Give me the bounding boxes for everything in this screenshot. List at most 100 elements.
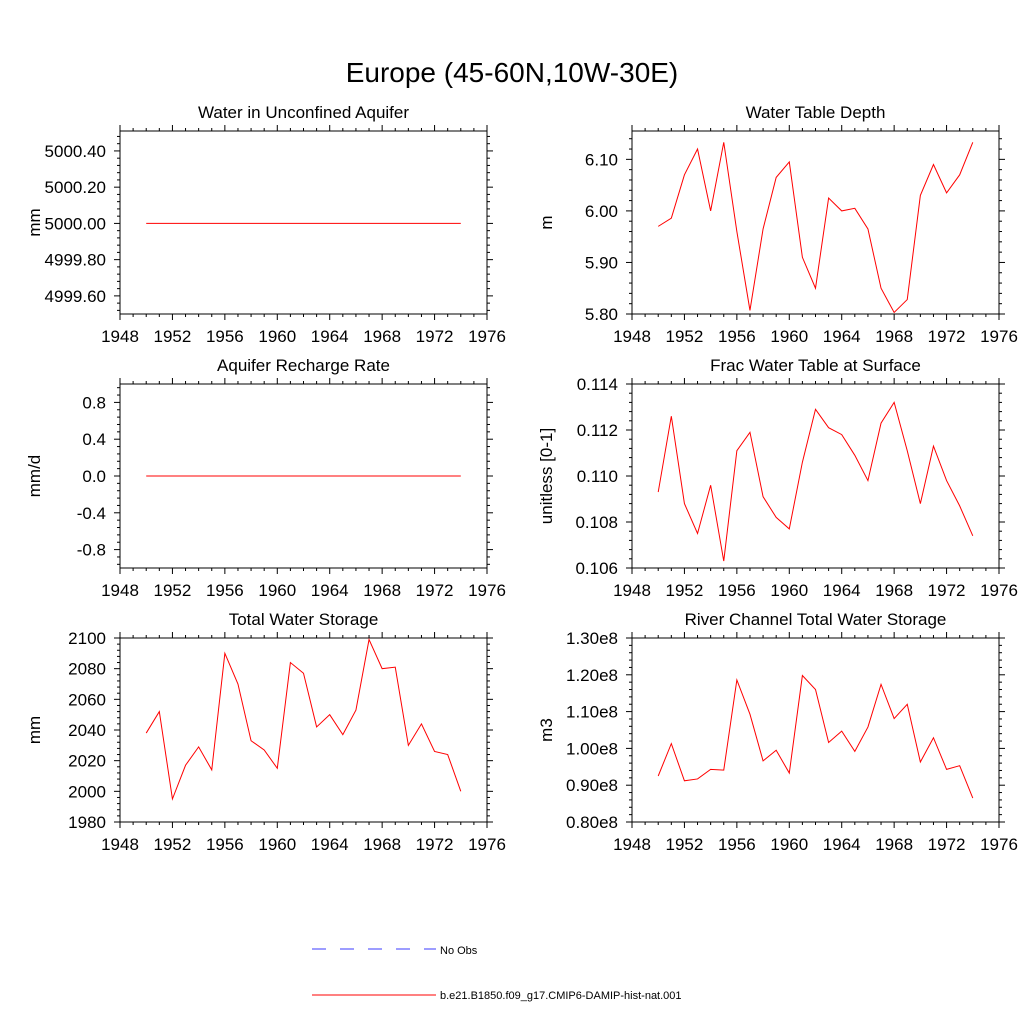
panel-title: Water in Unconfined Aquifer (198, 103, 409, 122)
chart-panel-1: Water in Unconfined Aquifer mm 1948 1952 195… (25, 103, 506, 346)
y-tick-label: 1980 (68, 813, 106, 832)
y-axis-label: m (537, 215, 556, 229)
panel-title: River Channel Total Water Storage (685, 610, 947, 629)
plot-frame (119, 130, 488, 315)
y-tick-label: 5.90 (585, 253, 618, 272)
chart-panel-3: Aquifer Recharge Rate mm/d 1948 1952 1956 196… (25, 356, 506, 600)
y-tick-label: 6.00 (585, 202, 618, 221)
y-tick-label: 5000.20 (45, 178, 106, 197)
y-tick-label: 0.110 (577, 467, 618, 486)
x-tick-label: 1952 (666, 581, 704, 600)
x-tick-label: 1948 (101, 581, 139, 600)
series-line (657, 674, 974, 799)
plot-frame (631, 637, 1000, 823)
x-tick-label: 1948 (613, 835, 651, 854)
x-tick-label: 1976 (980, 581, 1018, 600)
y-tick-label: 2080 (68, 660, 106, 679)
y-axis-label: mm (25, 716, 44, 744)
y-tick-label: 0.4 (82, 430, 106, 449)
y-tick-label: 1.20e8 (566, 666, 618, 685)
x-tick-label: 1948 (613, 327, 651, 346)
x-tick-label: 1972 (416, 835, 454, 854)
x-tick-label: 1960 (258, 835, 296, 854)
x-tick-label: 1976 (468, 835, 506, 854)
x-tick-label: 1956 (718, 835, 756, 854)
x-tick-label: 1960 (770, 581, 808, 600)
x-tick-label: 1972 (416, 581, 454, 600)
panel-title: Water Table Depth (746, 103, 886, 122)
panel-title: Frac Water Table at Surface (710, 356, 921, 375)
x-tick-label: 1952 (154, 327, 192, 346)
x-tick-label: 1976 (980, 327, 1018, 346)
y-tick-label: 5000.00 (45, 214, 106, 233)
figure-title: Europe (45-60N,10W-30E) (346, 57, 679, 88)
y-tick-label: 4999.80 (45, 251, 106, 270)
y-tick-label: 2020 (68, 752, 106, 771)
x-tick-label: 1952 (154, 581, 192, 600)
y-tick-label: 1.30e8 (566, 629, 618, 648)
plot-frame (631, 383, 1000, 569)
y-tick-label: 1.00e8 (566, 739, 618, 758)
y-tick-label: 0.80e8 (566, 813, 618, 832)
x-tick-label: 1972 (928, 835, 966, 854)
x-tick-label: 1968 (875, 327, 913, 346)
x-tick-label: 1968 (363, 327, 401, 346)
y-tick-label: 2000 (68, 782, 106, 801)
x-tick-label: 1972 (416, 327, 454, 346)
x-tick-label: 1976 (980, 835, 1018, 854)
y-tick-label: 5000.40 (45, 142, 106, 161)
x-tick-label: 1968 (875, 835, 913, 854)
y-tick-label: 0.112 (577, 421, 618, 440)
x-tick-label: 1964 (311, 835, 349, 854)
y-tick-label: 2100 (68, 629, 106, 648)
x-tick-label: 1968 (363, 835, 401, 854)
x-tick-label: 1948 (613, 581, 651, 600)
y-axis-label: mm (25, 208, 44, 236)
chart-panel-6: River Channel Total Water Storage m3 1948 1… (537, 610, 1018, 854)
x-tick-label: 1960 (258, 327, 296, 346)
y-tick-label: -0.4 (77, 504, 106, 523)
x-tick-label: 1960 (258, 581, 296, 600)
x-tick-label: 1964 (311, 581, 349, 600)
y-tick-label: 2040 (68, 721, 106, 740)
series-line (145, 637, 462, 801)
panel-title: Total Water Storage (229, 610, 379, 629)
y-axis-label: unitless [0-1] (537, 428, 556, 524)
x-tick-label: 1952 (666, 835, 704, 854)
series-line (657, 401, 974, 562)
y-tick-label: 0.106 (575, 559, 618, 578)
x-tick-label: 1952 (154, 835, 192, 854)
x-tick-label: 1976 (468, 581, 506, 600)
series-line (657, 142, 974, 314)
x-tick-label: 1948 (101, 327, 139, 346)
y-axis-label: mm/d (25, 455, 44, 498)
y-tick-label: 4999.60 (45, 287, 106, 306)
y-tick-label: 6.10 (585, 150, 618, 169)
x-tick-label: 1956 (718, 581, 756, 600)
y-tick-label: 2060 (68, 690, 106, 709)
chart-panel-4: Frac Water Table at Surface unitless [0-1… (537, 356, 1018, 600)
x-tick-label: 1956 (718, 327, 756, 346)
x-tick-label: 1952 (666, 327, 704, 346)
x-tick-label: 1960 (770, 835, 808, 854)
y-tick-label: 0.114 (577, 375, 618, 394)
y-tick-label: 0.90e8 (566, 776, 618, 795)
y-tick-label: -0.8 (77, 541, 106, 560)
x-tick-label: 1956 (206, 835, 244, 854)
y-axis-label: m3 (537, 718, 556, 742)
y-tick-label: 0.0 (82, 467, 106, 486)
legend-model-label: b.e21.B1850.f09_g17.CMIP6-DAMIP-hist-nat… (440, 990, 682, 1002)
chart-panel-2: Water Table Depth m 1948 1952 1956 1960 1964 19… (537, 103, 1018, 346)
x-tick-label: 1964 (823, 835, 861, 854)
x-tick-label: 1976 (468, 327, 506, 346)
x-tick-label: 1956 (206, 327, 244, 346)
legend-obs-label: No Obs (440, 945, 478, 957)
x-tick-label: 1964 (823, 327, 861, 346)
legend: No Obs b.e21.B1850.f09_g17.CMIP6-DAMIP-h… (312, 945, 682, 1002)
y-tick-label: 5.80 (585, 305, 618, 324)
x-tick-label: 1972 (928, 581, 966, 600)
x-tick-label: 1960 (770, 327, 808, 346)
x-tick-label: 1972 (928, 327, 966, 346)
plot-frame (119, 637, 488, 823)
